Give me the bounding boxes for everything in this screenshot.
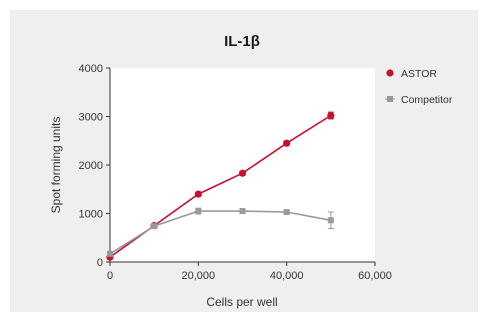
data-point-competitor (283, 209, 290, 216)
legend-item-competitor: Competitor (385, 94, 453, 106)
legend-label-astor: ASTOR (401, 68, 437, 80)
y-tick-label: 0 (97, 257, 103, 269)
data-point-competitor (195, 208, 202, 215)
legend-marker-astor (386, 69, 394, 77)
data-point-astor (194, 190, 202, 198)
data-point-astor (327, 111, 335, 120)
series-line-competitor (109, 210, 331, 255)
y-tick-label: 1000 (79, 209, 103, 221)
data-point-competitor (151, 223, 158, 230)
y-tick-label: 4000 (79, 63, 103, 75)
legend: ASTOR Competitor (385, 68, 453, 106)
series-layer (106, 111, 335, 261)
y-axis-label: Spot forming units (49, 117, 63, 214)
legend-marker-competitor (387, 96, 393, 102)
y-tick-label: 3000 (79, 112, 103, 124)
chart-title: IL-1β (224, 33, 260, 50)
legend-item-astor: ASTOR (386, 68, 437, 80)
series-competitor (107, 207, 334, 257)
x-axis-label: Cells per well (206, 295, 277, 309)
x-tick-label: 0 (107, 270, 113, 282)
axes: 0 1000 2000 3000 4000 0 20,000 40,000 60,000 (79, 63, 392, 282)
x-tick-label: 20,000 (182, 270, 216, 282)
data-point-astor (238, 169, 247, 177)
x-tick-label: 60,000 (358, 270, 392, 282)
data-point-competitor (107, 250, 113, 257)
y-tick-label: 2000 (79, 160, 103, 172)
data-point-competitor (327, 217, 334, 224)
x-tick-label: 40,000 (270, 270, 304, 282)
plot-area (110, 68, 375, 262)
data-point-astor (283, 139, 291, 147)
data-point-competitor (239, 208, 246, 215)
legend-label-competitor: Competitor (401, 94, 453, 106)
